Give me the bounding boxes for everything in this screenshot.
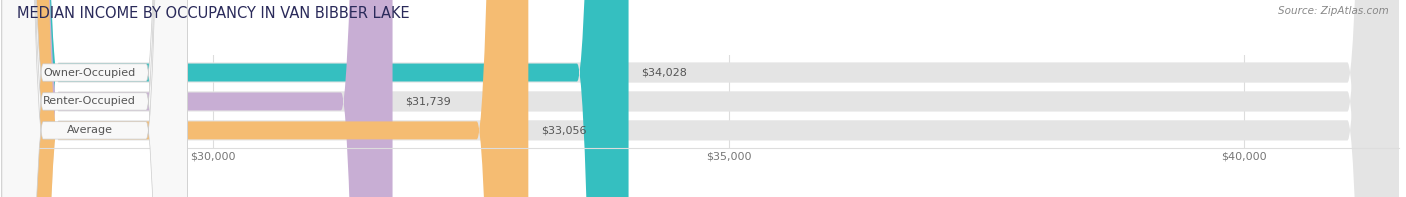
- FancyBboxPatch shape: [7, 0, 1399, 197]
- FancyBboxPatch shape: [7, 0, 1399, 197]
- Text: $33,056: $33,056: [541, 125, 586, 135]
- FancyBboxPatch shape: [7, 0, 1399, 197]
- Text: Renter-Occupied: Renter-Occupied: [44, 97, 136, 106]
- FancyBboxPatch shape: [7, 0, 392, 197]
- FancyBboxPatch shape: [1, 0, 187, 197]
- FancyBboxPatch shape: [7, 0, 529, 197]
- Text: Source: ZipAtlas.com: Source: ZipAtlas.com: [1278, 6, 1389, 16]
- FancyBboxPatch shape: [1, 0, 187, 197]
- FancyBboxPatch shape: [1, 0, 187, 197]
- Text: MEDIAN INCOME BY OCCUPANCY IN VAN BIBBER LAKE: MEDIAN INCOME BY OCCUPANCY IN VAN BIBBER…: [17, 6, 409, 21]
- Text: Owner-Occupied: Owner-Occupied: [44, 68, 135, 78]
- FancyBboxPatch shape: [7, 0, 628, 197]
- Text: Average: Average: [66, 125, 112, 135]
- Text: $34,028: $34,028: [641, 68, 686, 78]
- Text: $31,739: $31,739: [405, 97, 451, 106]
